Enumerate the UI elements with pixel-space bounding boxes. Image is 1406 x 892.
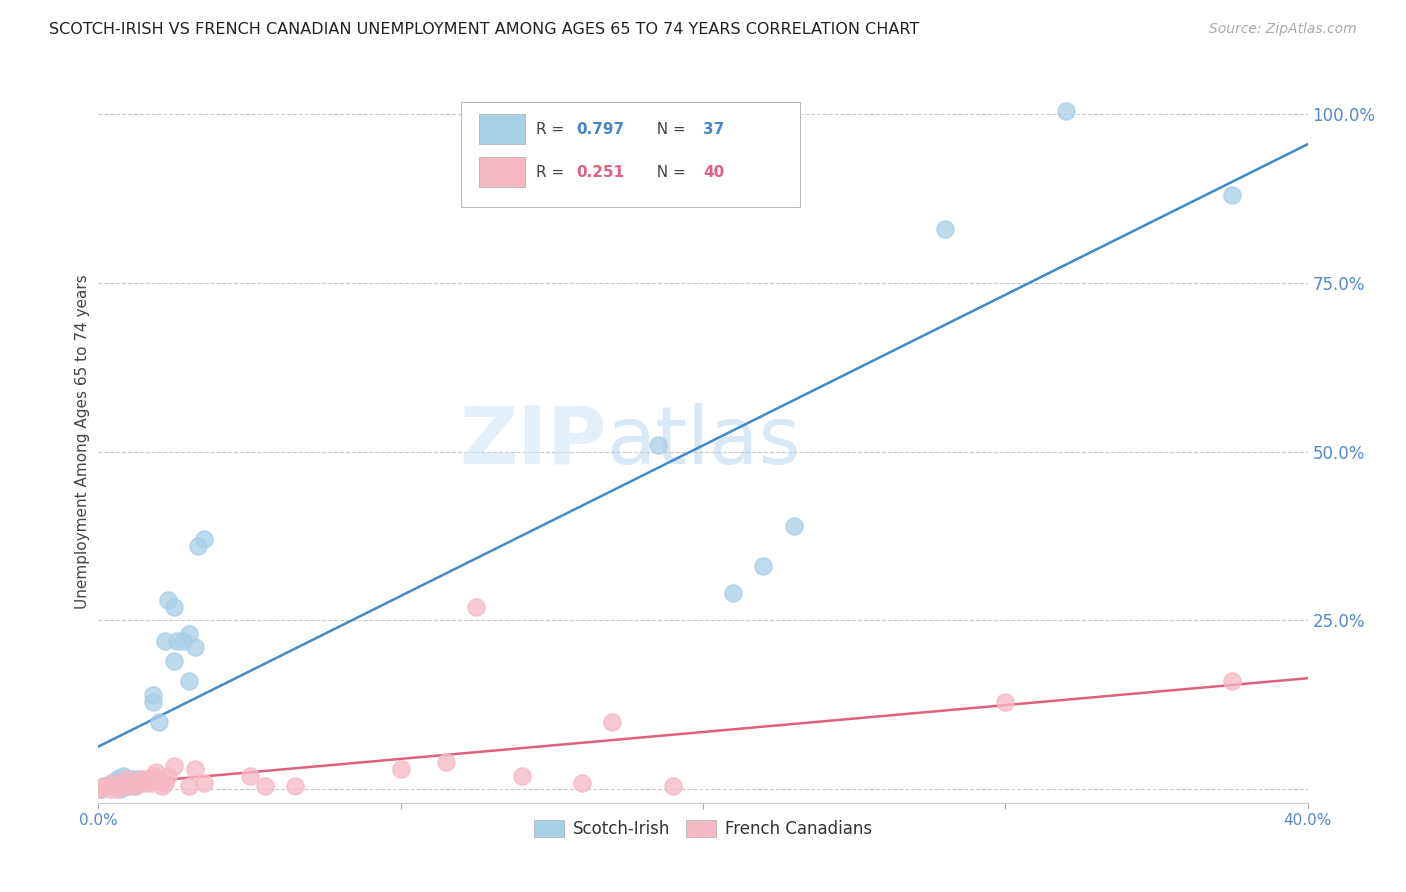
Point [105, 782, 128, 797]
Point [111, 779, 134, 793]
Point [1220, 674, 1243, 689]
Point [148, 772, 170, 787]
Point [193, 775, 215, 789]
Point [129, 772, 152, 787]
Point [253, 779, 276, 793]
Point [179, 779, 201, 793]
Point [142, 694, 165, 708]
Text: 40: 40 [703, 165, 724, 180]
Point [121, 775, 143, 789]
Point [111, 769, 134, 783]
Point [124, 775, 146, 789]
Point [108, 782, 131, 797]
Point [723, 586, 745, 600]
Point [783, 519, 806, 533]
FancyBboxPatch shape [479, 157, 526, 187]
Point [124, 779, 146, 793]
Point [284, 779, 307, 793]
Point [172, 633, 194, 648]
Point [239, 769, 262, 783]
Point [105, 775, 128, 789]
Point [118, 779, 141, 793]
Text: SCOTCH-IRISH VS FRENCH CANADIAN UNEMPLOYMENT AMONG AGES 65 TO 74 YEARS CORRELATI: SCOTCH-IRISH VS FRENCH CANADIAN UNEMPLOY… [49, 22, 920, 37]
Point [142, 769, 165, 783]
Point [132, 775, 155, 789]
Point [163, 758, 186, 772]
Point [184, 640, 207, 655]
Point [153, 775, 176, 789]
Point [389, 762, 412, 776]
Point [96, 779, 118, 793]
Text: N =: N = [647, 122, 690, 136]
FancyBboxPatch shape [461, 102, 800, 207]
Point [647, 438, 669, 452]
Text: R =: R = [536, 122, 569, 136]
Point [148, 714, 170, 729]
Point [135, 772, 157, 787]
Point [752, 559, 775, 574]
Point [103, 775, 125, 789]
Point [111, 775, 134, 789]
Point [1220, 188, 1243, 202]
Point [166, 633, 188, 648]
Point [163, 654, 186, 668]
Point [602, 714, 624, 729]
Point [465, 599, 488, 614]
Point [179, 627, 201, 641]
Point [145, 765, 167, 780]
Text: 0.797: 0.797 [576, 122, 624, 136]
Point [934, 222, 956, 236]
Point [118, 775, 141, 789]
Point [108, 779, 131, 793]
Point [187, 539, 209, 553]
Point [100, 782, 122, 797]
Point [103, 779, 125, 793]
Point [105, 772, 128, 787]
Point [571, 775, 593, 789]
Point [93, 779, 115, 793]
Y-axis label: Unemployment Among Ages 65 to 74 years: Unemployment Among Ages 65 to 74 years [75, 274, 90, 609]
Point [124, 779, 146, 793]
Point [661, 779, 683, 793]
Point [100, 775, 122, 789]
Point [150, 779, 173, 793]
Point [153, 633, 176, 648]
FancyBboxPatch shape [479, 113, 526, 144]
Point [127, 775, 149, 789]
Point [127, 772, 149, 787]
Point [93, 779, 115, 793]
Text: R =: R = [536, 165, 569, 180]
Point [179, 674, 201, 689]
Text: atlas: atlas [606, 402, 800, 481]
Point [193, 533, 215, 547]
Point [163, 599, 186, 614]
Legend: Scotch-Irish, French Canadians: Scotch-Irish, French Canadians [527, 814, 879, 845]
Text: 37: 37 [703, 122, 724, 136]
Text: Source: ZipAtlas.com: Source: ZipAtlas.com [1209, 22, 1357, 37]
Point [434, 756, 457, 770]
Point [114, 772, 136, 787]
Point [994, 694, 1017, 708]
Point [142, 688, 165, 702]
Point [156, 769, 179, 783]
Point [156, 593, 179, 607]
Point [184, 762, 207, 776]
Point [90, 782, 112, 797]
Point [96, 779, 118, 793]
Point [111, 775, 134, 789]
Point [139, 775, 162, 789]
Point [121, 772, 143, 787]
Text: 0.251: 0.251 [576, 165, 624, 180]
Point [90, 782, 112, 797]
Text: ZIP: ZIP [458, 402, 606, 481]
Point [114, 779, 136, 793]
Text: N =: N = [647, 165, 690, 180]
Point [510, 769, 533, 783]
Point [1054, 103, 1077, 118]
